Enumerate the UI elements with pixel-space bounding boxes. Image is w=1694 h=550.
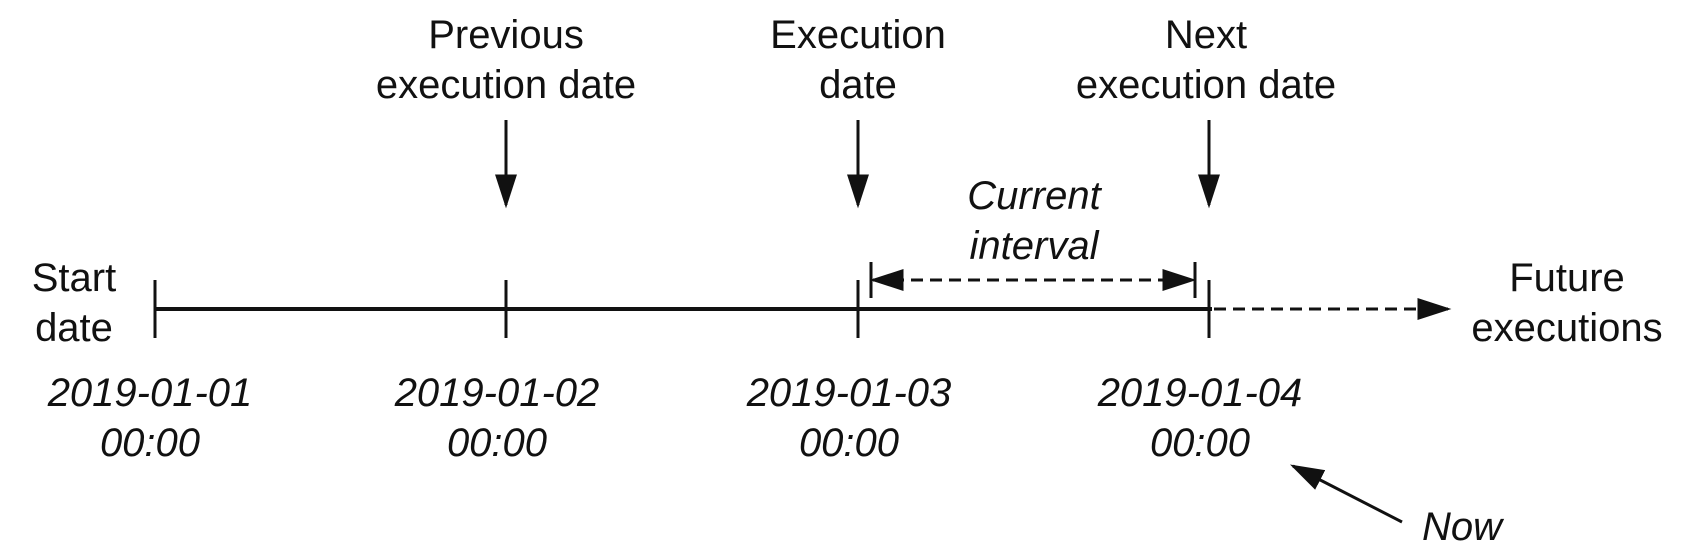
execution-date-label-line1: Execution [770,13,946,57]
date-label-next: 2019-01-04 [1097,371,1303,415]
next-execution-label-line1: Next [1165,13,1247,57]
now-label: Now [1422,505,1505,549]
date-label-execution: 2019-01-03 [746,371,952,415]
date-label-start: 2019-01-01 [47,371,253,415]
next-execution-label-line2: execution date [1076,63,1336,107]
previous-execution-label-line1: Previous [428,13,584,57]
date-label-previous: 2019-01-02 [394,371,600,415]
start-date-label-line2: date [35,306,113,350]
time-label-previous: 00:00 [447,421,547,465]
time-label-execution: 00:00 [799,421,899,465]
current-interval-label-line1: Current [967,174,1102,218]
now-arrow [1289,464,1403,524]
time-label-next: 00:00 [1150,421,1250,465]
execution-date-label-line2: date [819,63,897,107]
future-executions-label-line1: Future [1509,256,1625,300]
time-label-start: 00:00 [100,421,200,465]
start-date-label-line1: Start [32,256,116,300]
future-executions-label-line2: executions [1471,306,1662,350]
current-interval-label-line2: interval [970,224,1100,268]
previous-execution-label-line2: execution date [376,63,636,107]
